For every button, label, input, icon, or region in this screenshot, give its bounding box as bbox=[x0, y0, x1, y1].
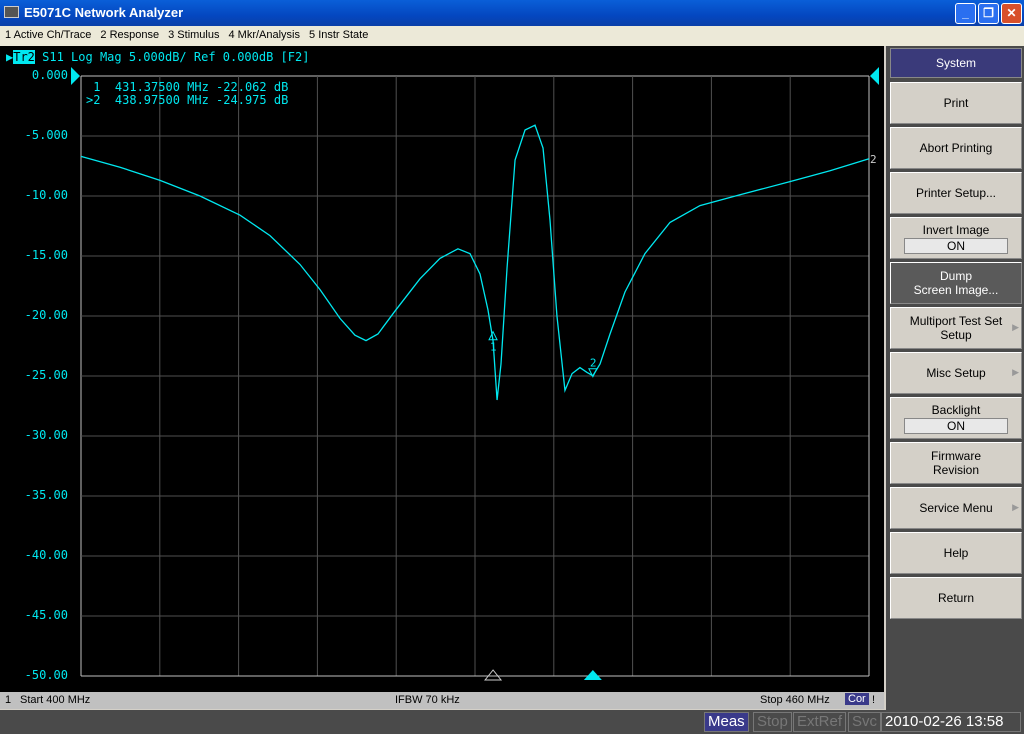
extref-indicator: ExtRef bbox=[793, 712, 847, 732]
datetime: 2010-02-26 13:58 bbox=[881, 712, 1021, 732]
softkey-panel: System Print Abort Printing Printer Setu… bbox=[886, 46, 1024, 710]
y-tick-label: -45.00 bbox=[24, 608, 68, 622]
maximize-button[interactable]: ❐ bbox=[978, 3, 999, 24]
channel-number: 1 bbox=[5, 694, 12, 706]
reference-level-arrow-icon bbox=[71, 67, 80, 85]
return-button[interactable]: Return bbox=[890, 577, 1022, 619]
meas-indicator: Meas bbox=[704, 712, 749, 732]
submenu-arrow-icon: ▶ bbox=[1012, 322, 1019, 332]
fw-label-1: Firmware bbox=[931, 449, 981, 463]
svc-indicator: Svc bbox=[848, 712, 882, 732]
reference-level-arrow-right-icon bbox=[870, 67, 879, 85]
minimize-button[interactable]: _ bbox=[955, 3, 976, 24]
dump-screen-image-button[interactable]: Dump Screen Image... bbox=[890, 262, 1022, 304]
stop-frequency[interactable]: Stop 460 MHz bbox=[760, 694, 830, 706]
y-tick-label: -50.00 bbox=[24, 668, 68, 682]
marker-2-stimulus-indicator bbox=[583, 670, 602, 680]
menu-bar: 1 Active Ch/Trace 2 Response 3 Stimulus 4 M… bbox=[0, 26, 1024, 46]
invert-image-button[interactable]: Invert Image ON bbox=[890, 217, 1022, 259]
marker-2-label: 2 bbox=[590, 357, 597, 370]
menu-instr-state[interactable]: 5 Instr State bbox=[309, 29, 369, 41]
backlight-button[interactable]: Backlight ON bbox=[890, 397, 1022, 439]
trace-header[interactable]: ▶Tr2 S11 Log Mag 5.000dB/ Ref 0.000dB [F… bbox=[6, 50, 310, 64]
misc-setup-button[interactable]: Misc Setup ▶ bbox=[890, 352, 1022, 394]
stop-indicator: Stop bbox=[753, 712, 792, 732]
app-icon bbox=[4, 6, 19, 18]
y-tick-label: 0.000 bbox=[31, 68, 68, 82]
title-bar: E5071C Network Analyzer _ ❐ ✕ bbox=[0, 0, 1024, 26]
y-tick-label: -10.00 bbox=[24, 188, 68, 202]
window-title: E5071C Network Analyzer bbox=[24, 5, 184, 20]
trace-settings: S11 Log Mag 5.000dB/ Ref 0.000dB [F2] bbox=[34, 50, 310, 64]
trace-s11 bbox=[80, 124, 870, 401]
channel-status-bar: 1 Start 400 MHz IFBW 70 kHz Stop 460 MHz… bbox=[0, 692, 884, 709]
print-button[interactable]: Print bbox=[890, 82, 1022, 124]
correction-indicator: Cor bbox=[845, 693, 869, 705]
y-tick-label: -25.00 bbox=[24, 368, 68, 382]
y-tick-label: -40.00 bbox=[24, 548, 68, 562]
backlight-label: Backlight bbox=[931, 402, 981, 417]
trace-end-label: 2 bbox=[870, 153, 877, 166]
instrument-status-bar: Meas Stop ExtRef Svc 2010-02-26 13:58 bbox=[0, 710, 1024, 734]
multiport-test-set-setup-button[interactable]: Multiport Test Set Setup ▶ bbox=[890, 307, 1022, 349]
start-frequency[interactable]: Start 400 MHz bbox=[20, 694, 91, 706]
service-label: Service Menu bbox=[919, 501, 993, 515]
invert-image-value: ON bbox=[904, 237, 1008, 254]
multiport-label-2: Setup bbox=[940, 328, 972, 342]
marker-2-readout: >2 438.97500 MHz -24.975 dB bbox=[86, 93, 289, 107]
marker-1-stimulus-indicator bbox=[484, 669, 503, 681]
submenu-arrow-icon: ▶ bbox=[1012, 502, 1019, 512]
multiport-label-1: Multiport Test Set bbox=[909, 314, 1003, 328]
menu-active-ch-trace[interactable]: 1 Active Ch/Trace bbox=[5, 29, 92, 41]
printer-setup-button[interactable]: Printer Setup... bbox=[890, 172, 1022, 214]
help-button[interactable]: Help bbox=[890, 532, 1022, 574]
marker-1-label: 1 bbox=[490, 341, 497, 354]
abort-printing-button[interactable]: Abort Printing bbox=[890, 127, 1022, 169]
y-tick-label: -15.00 bbox=[24, 248, 68, 262]
dump-label-2: Screen Image... bbox=[913, 283, 999, 297]
dump-label-1: Dump bbox=[939, 269, 972, 283]
y-tick-label: -20.00 bbox=[24, 308, 68, 322]
ifbw[interactable]: IFBW 70 kHz bbox=[395, 694, 460, 706]
marker-2-triangle-icon bbox=[588, 368, 598, 378]
backlight-value: ON bbox=[904, 417, 1008, 434]
marker-1-triangle-icon bbox=[488, 330, 498, 341]
softkey-title: System bbox=[890, 48, 1022, 78]
menu-mkr-analysis[interactable]: 4 Mkr/Analysis bbox=[228, 29, 301, 41]
y-tick-label: -5.000 bbox=[24, 128, 68, 142]
menu-response[interactable]: 2 Response bbox=[100, 29, 160, 41]
trace-label: Tr2 bbox=[13, 50, 35, 64]
invert-image-label: Invert Image bbox=[922, 222, 990, 237]
menu-stimulus[interactable]: 3 Stimulus bbox=[168, 29, 220, 41]
measurement-screen[interactable]: ▶Tr2 S11 Log Mag 5.000dB/ Ref 0.000dB [F… bbox=[0, 46, 884, 692]
marker-1-readout: 1 431.37500 MHz -22.062 dB bbox=[86, 80, 289, 94]
close-button[interactable]: ✕ bbox=[1001, 3, 1022, 24]
firmware-revision-button[interactable]: Firmware Revision bbox=[890, 442, 1022, 484]
fw-label-2: Revision bbox=[932, 463, 980, 477]
misc-label: Misc Setup bbox=[926, 366, 986, 380]
plot-svg: 2 1 2 bbox=[71, 67, 879, 681]
y-tick-label: -35.00 bbox=[24, 488, 68, 502]
warning-indicator: ! bbox=[872, 694, 876, 706]
marker-readout: 1 431.37500 MHz -22.062 dB >2 438.97500 M… bbox=[86, 81, 288, 107]
y-tick-label: -30.00 bbox=[24, 428, 68, 442]
service-menu-button[interactable]: Service Menu ▶ bbox=[890, 487, 1022, 529]
submenu-arrow-icon: ▶ bbox=[1012, 367, 1019, 377]
